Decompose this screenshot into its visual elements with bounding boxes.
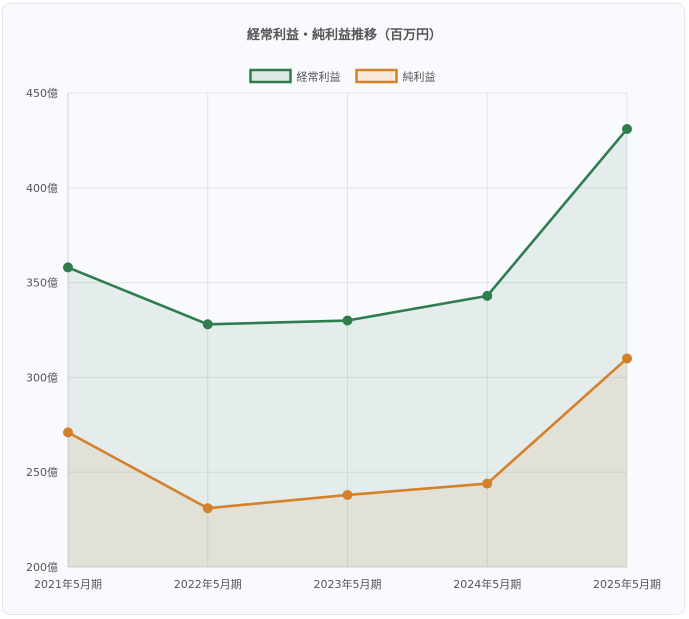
legend-swatch[interactable] — [355, 68, 398, 84]
data-point[interactable] — [622, 124, 632, 135]
series-points — [63, 124, 632, 514]
x-tick-label: 2024年5月期 — [453, 577, 521, 591]
legend-swatch[interactable] — [249, 68, 292, 84]
chart-card — [2, 3, 685, 615]
data-point[interactable] — [482, 290, 493, 301]
data-point[interactable] — [202, 503, 213, 514]
grid — [67, 92, 628, 568]
data-point[interactable] — [342, 315, 353, 326]
y-axis-ticks: 200億 250億 300億 350億 400億 450億 — [26, 87, 58, 574]
y-tick-label: 400億 — [26, 182, 58, 195]
x-tick-label: 2025年5月期 — [593, 577, 661, 591]
data-point[interactable] — [482, 478, 493, 489]
chart-title: 経常利益・純利益推移（百万円） — [247, 27, 442, 43]
data-point[interactable] — [63, 262, 73, 273]
y-tick-label: 450億 — [26, 87, 58, 100]
data-point[interactable] — [342, 489, 353, 500]
x-tick-label: 2021年5月期 — [34, 577, 102, 591]
data-point[interactable] — [202, 319, 213, 330]
x-tick-label: 2022年5月期 — [174, 577, 242, 591]
legend-label[interactable]: 純利益 — [403, 70, 436, 84]
data-point[interactable] — [63, 427, 73, 438]
y-tick-label: 200億 — [26, 561, 58, 574]
x-tick-label: 2023年5月期 — [314, 577, 382, 591]
y-tick-label: 250億 — [26, 466, 58, 479]
data-point[interactable] — [622, 353, 632, 364]
y-tick-label: 300億 — [26, 371, 58, 384]
series-area — [68, 129, 627, 568]
series-areas — [68, 129, 627, 568]
y-tick-label: 350億 — [26, 277, 58, 290]
legend[interactable]: 経常利益 純利益 — [249, 68, 436, 84]
x-axis-ticks: 2021年5月期 2022年5月期 2023年5月期 2024年5月期 2025年5月期 — [34, 577, 661, 591]
legend-label[interactable]: 経常利益 — [297, 70, 341, 84]
series-area — [68, 358, 627, 567]
